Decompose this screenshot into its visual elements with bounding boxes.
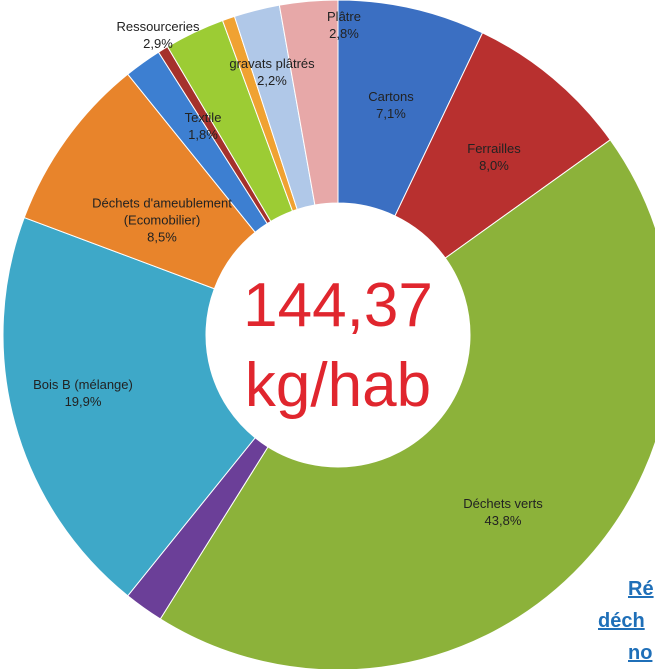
segment-name: Cartons (368, 89, 414, 104)
segment-label: Ferrailles 8,0% (467, 140, 520, 174)
donut-segment (278, 0, 339, 206)
side-text: déch (598, 610, 645, 632)
center-value: 144,37 (243, 271, 433, 340)
donut-segment (394, 32, 611, 259)
donut-segment (159, 139, 655, 669)
segment-label: Bois B (mélange) 19,9% (33, 376, 133, 410)
segment-label: Déchets verts 43,8% (463, 495, 542, 529)
segment-value: 2,9% (143, 36, 173, 51)
segment-label: gravats plâtrés 2,2% (229, 55, 314, 89)
segment-value: 8,0% (479, 158, 509, 173)
segment-name: Ferrailles (467, 141, 521, 156)
segment-name: Plâtre (327, 9, 361, 24)
segment-name: Ressourceries (116, 19, 200, 34)
center-unit: kg/hab (244, 351, 432, 420)
segment-name: Bois B (mélange) (33, 377, 133, 392)
segment-label: Plâtre 2,8% (327, 8, 361, 42)
segment-label: Ressourceries 2,9% (116, 18, 199, 52)
segment-label: Déchets d'ameublement (Ecomobilier) 8,5% (72, 195, 252, 246)
segment-name: Déchets verts (463, 496, 543, 511)
segment-value: 7,1% (376, 106, 406, 121)
segment-value: 1,8% (188, 127, 218, 142)
segment-value: 8,5% (147, 229, 177, 245)
segment-name: gravats plâtrés (229, 56, 315, 71)
segment-value: 19,9% (64, 394, 102, 409)
segment-label: Cartons 7,1% (368, 88, 414, 122)
segment-value: 43,8% (484, 513, 522, 528)
segment-label: Textile 1,8% (185, 109, 222, 143)
segment-value: 2,2% (257, 73, 287, 88)
segment-name: Textile (184, 110, 222, 125)
donut-segment (2, 216, 256, 597)
segment-value: 2,8% (329, 26, 359, 41)
segment-name: Déchets d'ameublement (Ecomobilier) (92, 195, 232, 228)
side-text: Ré (628, 578, 654, 600)
side-text: no (628, 642, 653, 664)
